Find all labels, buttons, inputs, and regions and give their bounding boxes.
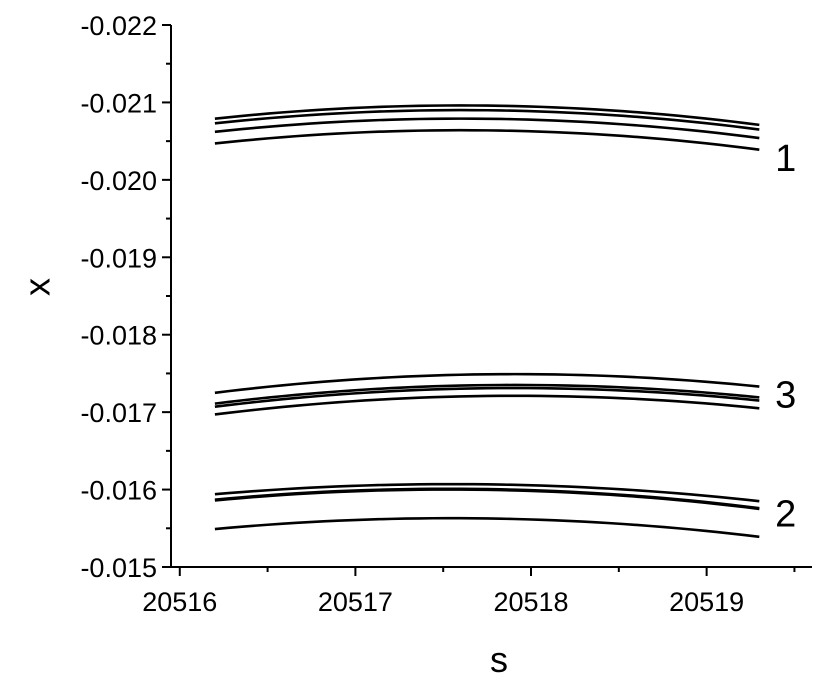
series-line: [214, 108, 760, 131]
series-line: [214, 386, 760, 409]
series-line: [214, 516, 760, 539]
group-label: 2: [775, 494, 796, 536]
series-line: [214, 488, 760, 511]
x-tick-label: 20519: [669, 587, 744, 617]
y-tick-label: -0.021: [80, 88, 157, 118]
y-axis-title: x: [17, 278, 58, 296]
y-tick-label: -0.015: [80, 553, 157, 583]
x-axis-title: s: [490, 639, 508, 680]
y-tick-label: -0.019: [80, 243, 157, 273]
series-line: [214, 482, 760, 503]
series-lines: [214, 104, 760, 539]
group-labels: 1 3 2: [775, 138, 796, 535]
y-tick-label: -0.018: [80, 321, 157, 351]
group-label: 3: [775, 374, 796, 416]
series-line: [214, 383, 760, 405]
x-tick-label: 20518: [493, 587, 568, 617]
series-line: [214, 487, 760, 510]
series-line: [214, 117, 760, 140]
y-tick-label: -0.017: [80, 398, 157, 428]
y-tick-label: -0.022: [80, 11, 157, 41]
x-tick-label: 20517: [318, 587, 393, 617]
series-line: [214, 104, 760, 127]
ticks: [162, 24, 796, 576]
tick-labels: 20516 20517 20518 20519 -0.015 -0.016 -0.017 -0…: [80, 11, 744, 617]
y-tick-label: -0.016: [80, 476, 157, 506]
series-line: [214, 128, 760, 151]
series-line: [214, 372, 760, 395]
group-label: 1: [775, 138, 796, 180]
y-tick-label: -0.020: [80, 166, 157, 196]
series-line: [214, 394, 760, 416]
x-tick-label: 20516: [142, 587, 217, 617]
